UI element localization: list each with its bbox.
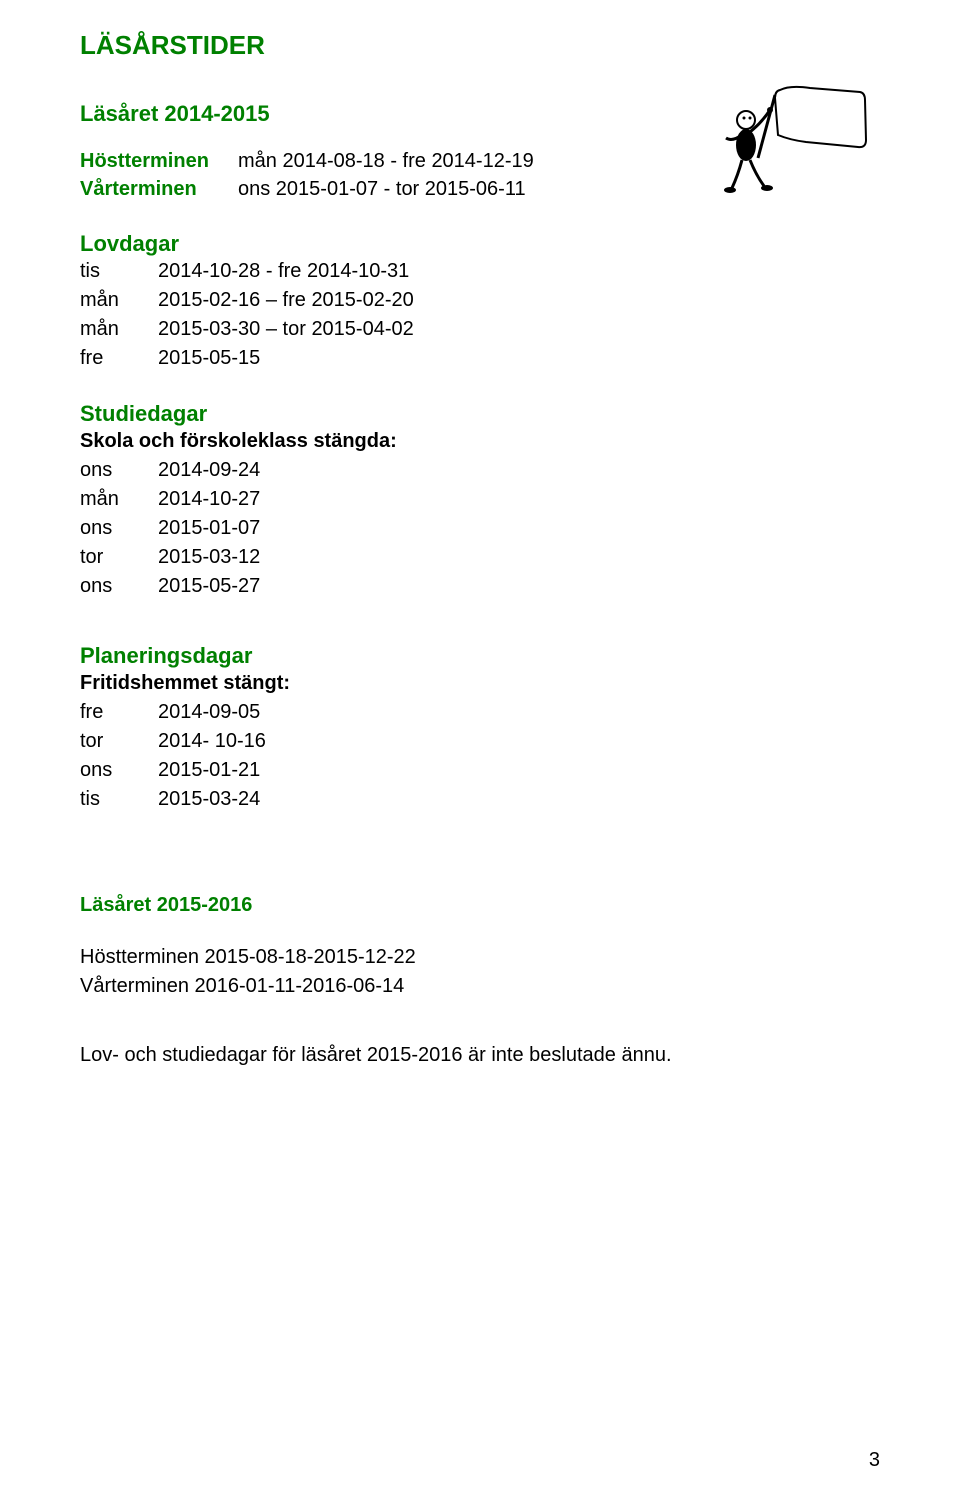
date-cell: 2015-03-12 bbox=[158, 543, 260, 572]
day-cell: mån bbox=[80, 485, 130, 514]
studiedagar-row: ons 2015-05-27 bbox=[80, 572, 880, 601]
lovdagar-row: tis 2014-10-28 - fre 2014-10-31 bbox=[80, 257, 880, 286]
next-year-autumn: Höstterminen 2015-08-18-2015-12-22 bbox=[80, 943, 880, 972]
planeringsdagar-row: tis 2015-03-24 bbox=[80, 785, 880, 814]
next-year-heading: Läsåret 2015-2016 bbox=[80, 894, 880, 917]
next-year-spring: Vårterminen 2016-01-11-2016-06-14 bbox=[80, 972, 880, 1001]
lovdagar-row: mån 2015-03-30 – tor 2015-04-02 bbox=[80, 315, 880, 344]
date-cell: 2015-02-16 – fre 2015-02-20 bbox=[158, 286, 414, 315]
lovdagar-heading: Lovdagar bbox=[80, 231, 880, 257]
studiedagar-heading: Studiedagar bbox=[80, 401, 880, 427]
date-cell: 2014-09-05 bbox=[158, 698, 260, 727]
date-cell: 2015-05-15 bbox=[158, 344, 260, 373]
date-cell: 2014-10-28 - fre 2014-10-31 bbox=[158, 257, 409, 286]
term-value-spring: ons 2015-01-07 - tor 2015-06-11 bbox=[238, 175, 526, 203]
studiedagar-row: mån 2014-10-27 bbox=[80, 485, 880, 514]
day-cell: ons bbox=[80, 514, 130, 543]
person-with-flag-icon bbox=[720, 80, 870, 200]
term-label-autumn: Höstterminen bbox=[80, 147, 220, 175]
planeringsdagar-subline: Fritidshemmet stängt: bbox=[80, 669, 880, 698]
date-cell: 2015-01-07 bbox=[158, 514, 260, 543]
date-cell: 2015-03-24 bbox=[158, 785, 260, 814]
day-cell: tor bbox=[80, 543, 130, 572]
date-cell: 2014- 10-16 bbox=[158, 727, 266, 756]
date-cell: 2015-01-21 bbox=[158, 756, 260, 785]
planeringsdagar-heading: Planeringsdagar bbox=[80, 643, 880, 669]
day-cell: ons bbox=[80, 756, 130, 785]
day-cell: tis bbox=[80, 257, 130, 286]
date-cell: 2015-03-30 – tor 2015-04-02 bbox=[158, 315, 414, 344]
term-label-spring: Vårterminen bbox=[80, 175, 220, 203]
planeringsdagar-row: ons 2015-01-21 bbox=[80, 756, 880, 785]
date-cell: 2014-09-24 bbox=[158, 456, 260, 485]
studiedagar-row: ons 2015-01-07 bbox=[80, 514, 880, 543]
page-title: LÄSÅRSTIDER bbox=[80, 30, 880, 61]
term-value-autumn: mån 2014-08-18 - fre 2014-12-19 bbox=[238, 147, 534, 175]
planeringsdagar-row: tor 2014- 10-16 bbox=[80, 727, 880, 756]
day-cell: ons bbox=[80, 456, 130, 485]
day-cell: mån bbox=[80, 286, 130, 315]
date-cell: 2015-05-27 bbox=[158, 572, 260, 601]
date-cell: 2014-10-27 bbox=[158, 485, 260, 514]
studiedagar-subline: Skola och förskoleklass stängda: bbox=[80, 427, 880, 456]
lovdagar-row: mån 2015-02-16 – fre 2015-02-20 bbox=[80, 286, 880, 315]
day-cell: tor bbox=[80, 727, 130, 756]
lovdagar-row: fre 2015-05-15 bbox=[80, 344, 880, 373]
day-cell: mån bbox=[80, 315, 130, 344]
planeringsdagar-row: fre 2014-09-05 bbox=[80, 698, 880, 727]
day-cell: ons bbox=[80, 572, 130, 601]
next-year-note: Lov- och studiedagar för läsåret 2015-20… bbox=[80, 1041, 880, 1070]
day-cell: fre bbox=[80, 344, 130, 373]
day-cell: fre bbox=[80, 698, 130, 727]
day-cell: tis bbox=[80, 785, 130, 814]
page-number: 3 bbox=[869, 1449, 880, 1472]
studiedagar-row: tor 2015-03-12 bbox=[80, 543, 880, 572]
studiedagar-row: ons 2014-09-24 bbox=[80, 456, 880, 485]
